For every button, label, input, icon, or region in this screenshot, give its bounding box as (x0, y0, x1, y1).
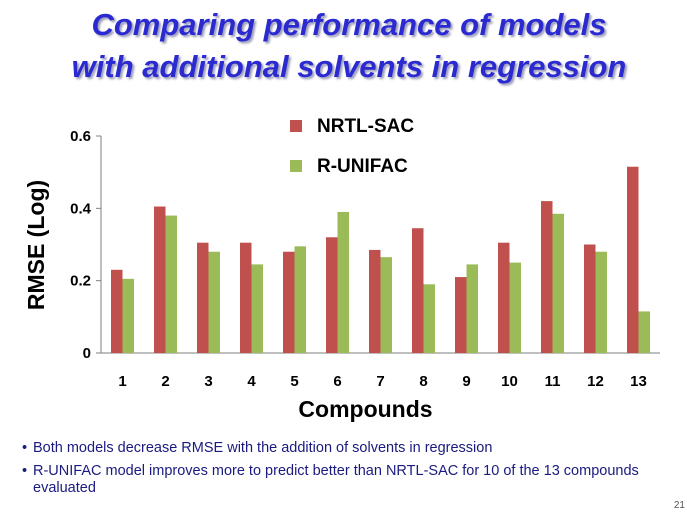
bullet-item-2: R-UNIFAC model improves more to predict … (22, 463, 662, 497)
x-tick-label: 6 (333, 373, 341, 390)
y-tick-label: 0.2 (70, 273, 91, 290)
slide-title-line-1: Comparing performance of models (91, 7, 607, 42)
x-tick-label: 12 (587, 373, 604, 390)
bar-nrtl-sac-2 (154, 206, 166, 353)
x-tick-label: 2 (161, 373, 169, 390)
bar-nrtl-sac-8 (412, 228, 424, 353)
x-tick-label: 11 (545, 373, 561, 390)
bar-r-unifac-10 (509, 262, 521, 353)
x-tick-label: 9 (462, 373, 470, 390)
x-tick-label: 3 (204, 373, 212, 390)
x-tick-label: 7 (376, 373, 384, 390)
y-tick-label: 0 (83, 345, 91, 362)
bar-chart: 00.20.40.61 2 3 4 5 6 7 8 9 10 11 12 13CompoundsRMSE… (23, 116, 660, 422)
y-axis-title: RMSE (Log) (23, 180, 49, 310)
x-tick-label: 10 (501, 373, 518, 390)
legend-swatch-nrtl-sac (290, 120, 302, 132)
bar-nrtl-sac-4 (240, 242, 252, 353)
bar-nrtl-sac-11 (541, 201, 553, 353)
bar-r-unifac-5 (294, 246, 306, 353)
x-tick-label: 13 (630, 373, 647, 390)
bullet-list: Both models decrease RMSE with the addit… (22, 440, 662, 503)
x-tick-label: 5 (290, 373, 298, 390)
bar-r-unifac-11 (552, 213, 564, 353)
bar-r-unifac-13 (638, 311, 650, 353)
bar-r-unifac-3 (208, 251, 220, 353)
bar-nrtl-sac-12 (584, 244, 596, 353)
slide-title-line-2: with additional solvents in regression (71, 49, 627, 84)
legend-label-nrtl-sac: NRTL-SAC (317, 116, 414, 137)
bar-r-unifac-7 (380, 257, 392, 353)
bar-nrtl-sac-5 (283, 251, 295, 353)
bar-nrtl-sac-13 (627, 166, 639, 353)
bar-nrtl-sac-9 (455, 277, 467, 353)
bar-r-unifac-8 (423, 284, 435, 353)
x-axis-title: Compounds (298, 396, 432, 422)
legend-label-r-unifac: R-UNIFAC (317, 156, 408, 177)
y-tick-label: 0.4 (70, 200, 92, 217)
bar-r-unifac-1 (122, 278, 134, 353)
bullet-item-1: Both models decrease RMSE with the addit… (22, 440, 662, 457)
bar-r-unifac-6 (337, 211, 349, 353)
legend-swatch-r-unifac (290, 160, 302, 172)
bar-r-unifac-4 (251, 264, 263, 353)
bar-r-unifac-9 (466, 264, 478, 353)
bar-nrtl-sac-10 (498, 242, 510, 353)
x-tick-label: 1 (118, 373, 126, 390)
y-tick-label: 0.6 (70, 128, 91, 145)
slide-title: Comparing performance of models with add… (14, 4, 684, 88)
bar-nrtl-sac-3 (197, 242, 209, 353)
x-tick-label: 8 (419, 373, 427, 390)
bar-nrtl-sac-7 (369, 249, 381, 353)
bar-r-unifac-2 (165, 215, 177, 353)
bar-nrtl-sac-1 (111, 269, 123, 353)
x-tick-label: 4 (247, 373, 256, 390)
page-number: 21 (673, 500, 685, 511)
bar-r-unifac-12 (595, 251, 607, 353)
bar-nrtl-sac-6 (326, 237, 338, 353)
